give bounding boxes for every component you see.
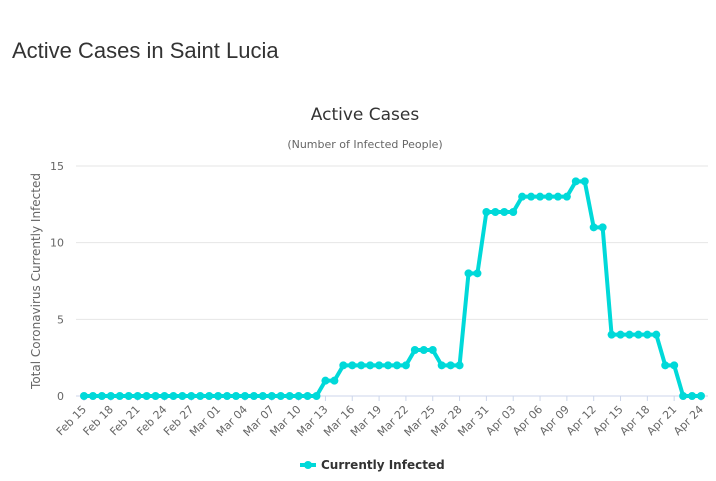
data-point (562, 192, 571, 201)
chart-title: Active Cases (311, 105, 420, 125)
data-point (509, 208, 518, 216)
data-point (455, 361, 464, 370)
data-point (384, 361, 393, 370)
data-point (580, 177, 589, 186)
data-point (267, 392, 276, 400)
data-point (500, 208, 509, 216)
data-point (598, 223, 607, 232)
data-point (482, 208, 491, 216)
data-point (232, 392, 241, 400)
data-point (205, 392, 214, 400)
data-point (276, 392, 285, 400)
data-point (160, 392, 169, 400)
data-point (589, 223, 598, 232)
data-point (214, 392, 223, 400)
data-point (491, 208, 500, 216)
data-point (115, 392, 124, 400)
data-point (446, 361, 455, 370)
data-point (187, 392, 196, 400)
data-point (616, 330, 625, 339)
data-point (339, 361, 348, 370)
y-tick-label: 5 (57, 313, 64, 326)
data-point (106, 392, 115, 400)
data-point (401, 361, 410, 370)
data-point (88, 392, 97, 400)
data-point (249, 392, 258, 400)
legend-marker-icon (304, 461, 312, 469)
data-point (312, 392, 321, 400)
data-point (133, 392, 142, 400)
data-point (80, 392, 88, 400)
data-point (553, 192, 562, 201)
data-point (464, 269, 473, 278)
data-point (607, 330, 616, 339)
data-point (634, 330, 643, 339)
series-line (84, 179, 701, 398)
data-point (428, 346, 437, 354)
data-point (330, 376, 339, 385)
data-point (392, 361, 401, 370)
data-point (357, 361, 366, 370)
x-tick-label: Apr 24 (671, 403, 706, 438)
chart-subtitle: (Number of Infected People) (287, 138, 442, 151)
data-point (366, 361, 375, 370)
data-point (240, 392, 249, 400)
data-point (661, 361, 670, 370)
data-point (285, 392, 294, 400)
data-point (124, 392, 133, 400)
data-point (419, 346, 428, 354)
data-point (348, 361, 357, 370)
data-point (518, 192, 527, 201)
data-point (410, 346, 419, 354)
data-point (178, 392, 187, 400)
data-point (151, 392, 160, 400)
data-point (473, 269, 482, 278)
y-tick-label: 0 (57, 390, 64, 403)
y-tick-label: 15 (50, 160, 64, 173)
y-tick-label: 10 (50, 237, 64, 250)
data-point (321, 376, 330, 385)
data-point (697, 392, 705, 400)
data-point (544, 192, 553, 201)
page-title: Active Cases in Saint Lucia (12, 38, 279, 63)
data-point (688, 392, 697, 400)
legend-item[interactable]: Currently Infected (321, 458, 445, 472)
data-point (679, 392, 688, 400)
data-point (536, 192, 545, 201)
data-point (437, 361, 446, 370)
data-point (571, 177, 580, 186)
data-point (527, 192, 536, 201)
data-point (303, 392, 312, 400)
data-point (223, 392, 232, 400)
data-point (652, 330, 661, 339)
data-point (258, 392, 267, 400)
data-point (625, 330, 634, 339)
data-point (670, 361, 679, 370)
data-point (643, 330, 652, 339)
data-point (294, 392, 303, 400)
data-point (97, 392, 106, 400)
data-point (196, 392, 205, 400)
data-point (169, 392, 178, 400)
y-axis-label: Total Coronavirus Currently Infected (29, 173, 43, 390)
data-point (142, 392, 151, 400)
data-point (375, 361, 384, 370)
